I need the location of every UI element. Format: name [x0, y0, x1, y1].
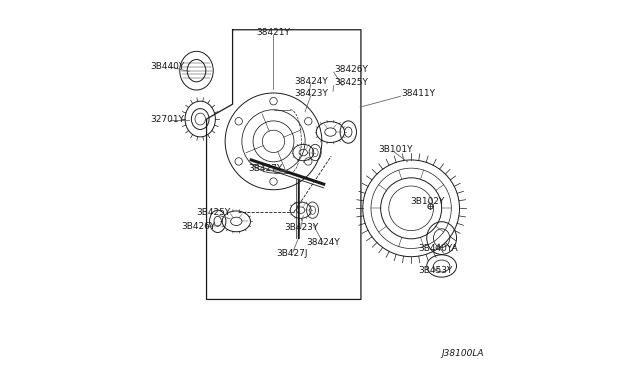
Text: 38411Y: 38411Y [401, 89, 435, 98]
Text: 38424Y: 38424Y [306, 238, 340, 247]
Text: 3B426Y: 3B426Y [182, 222, 216, 231]
Text: 3B427J: 3B427J [276, 249, 308, 258]
Text: 3B425Y: 3B425Y [196, 208, 231, 217]
Text: 3B101Y: 3B101Y [379, 145, 413, 154]
Text: 3B102Y: 3B102Y [410, 197, 445, 206]
Text: J38100LA: J38100LA [441, 349, 484, 358]
Text: 3B427Y: 3B427Y [248, 164, 283, 173]
Text: 38421Y: 38421Y [257, 28, 291, 37]
Text: 3B440Y: 3B440Y [150, 62, 184, 71]
Text: 3B440YA: 3B440YA [418, 244, 458, 253]
Text: 38423Y: 38423Y [294, 89, 328, 98]
Text: 38424Y: 38424Y [294, 77, 328, 86]
Text: 38426Y: 38426Y [334, 65, 368, 74]
Text: 32701Y: 32701Y [150, 115, 184, 124]
Text: 3B453Y: 3B453Y [418, 266, 452, 275]
Text: 3B423Y: 3B423Y [284, 223, 318, 232]
Text: 38425Y: 38425Y [334, 78, 368, 87]
